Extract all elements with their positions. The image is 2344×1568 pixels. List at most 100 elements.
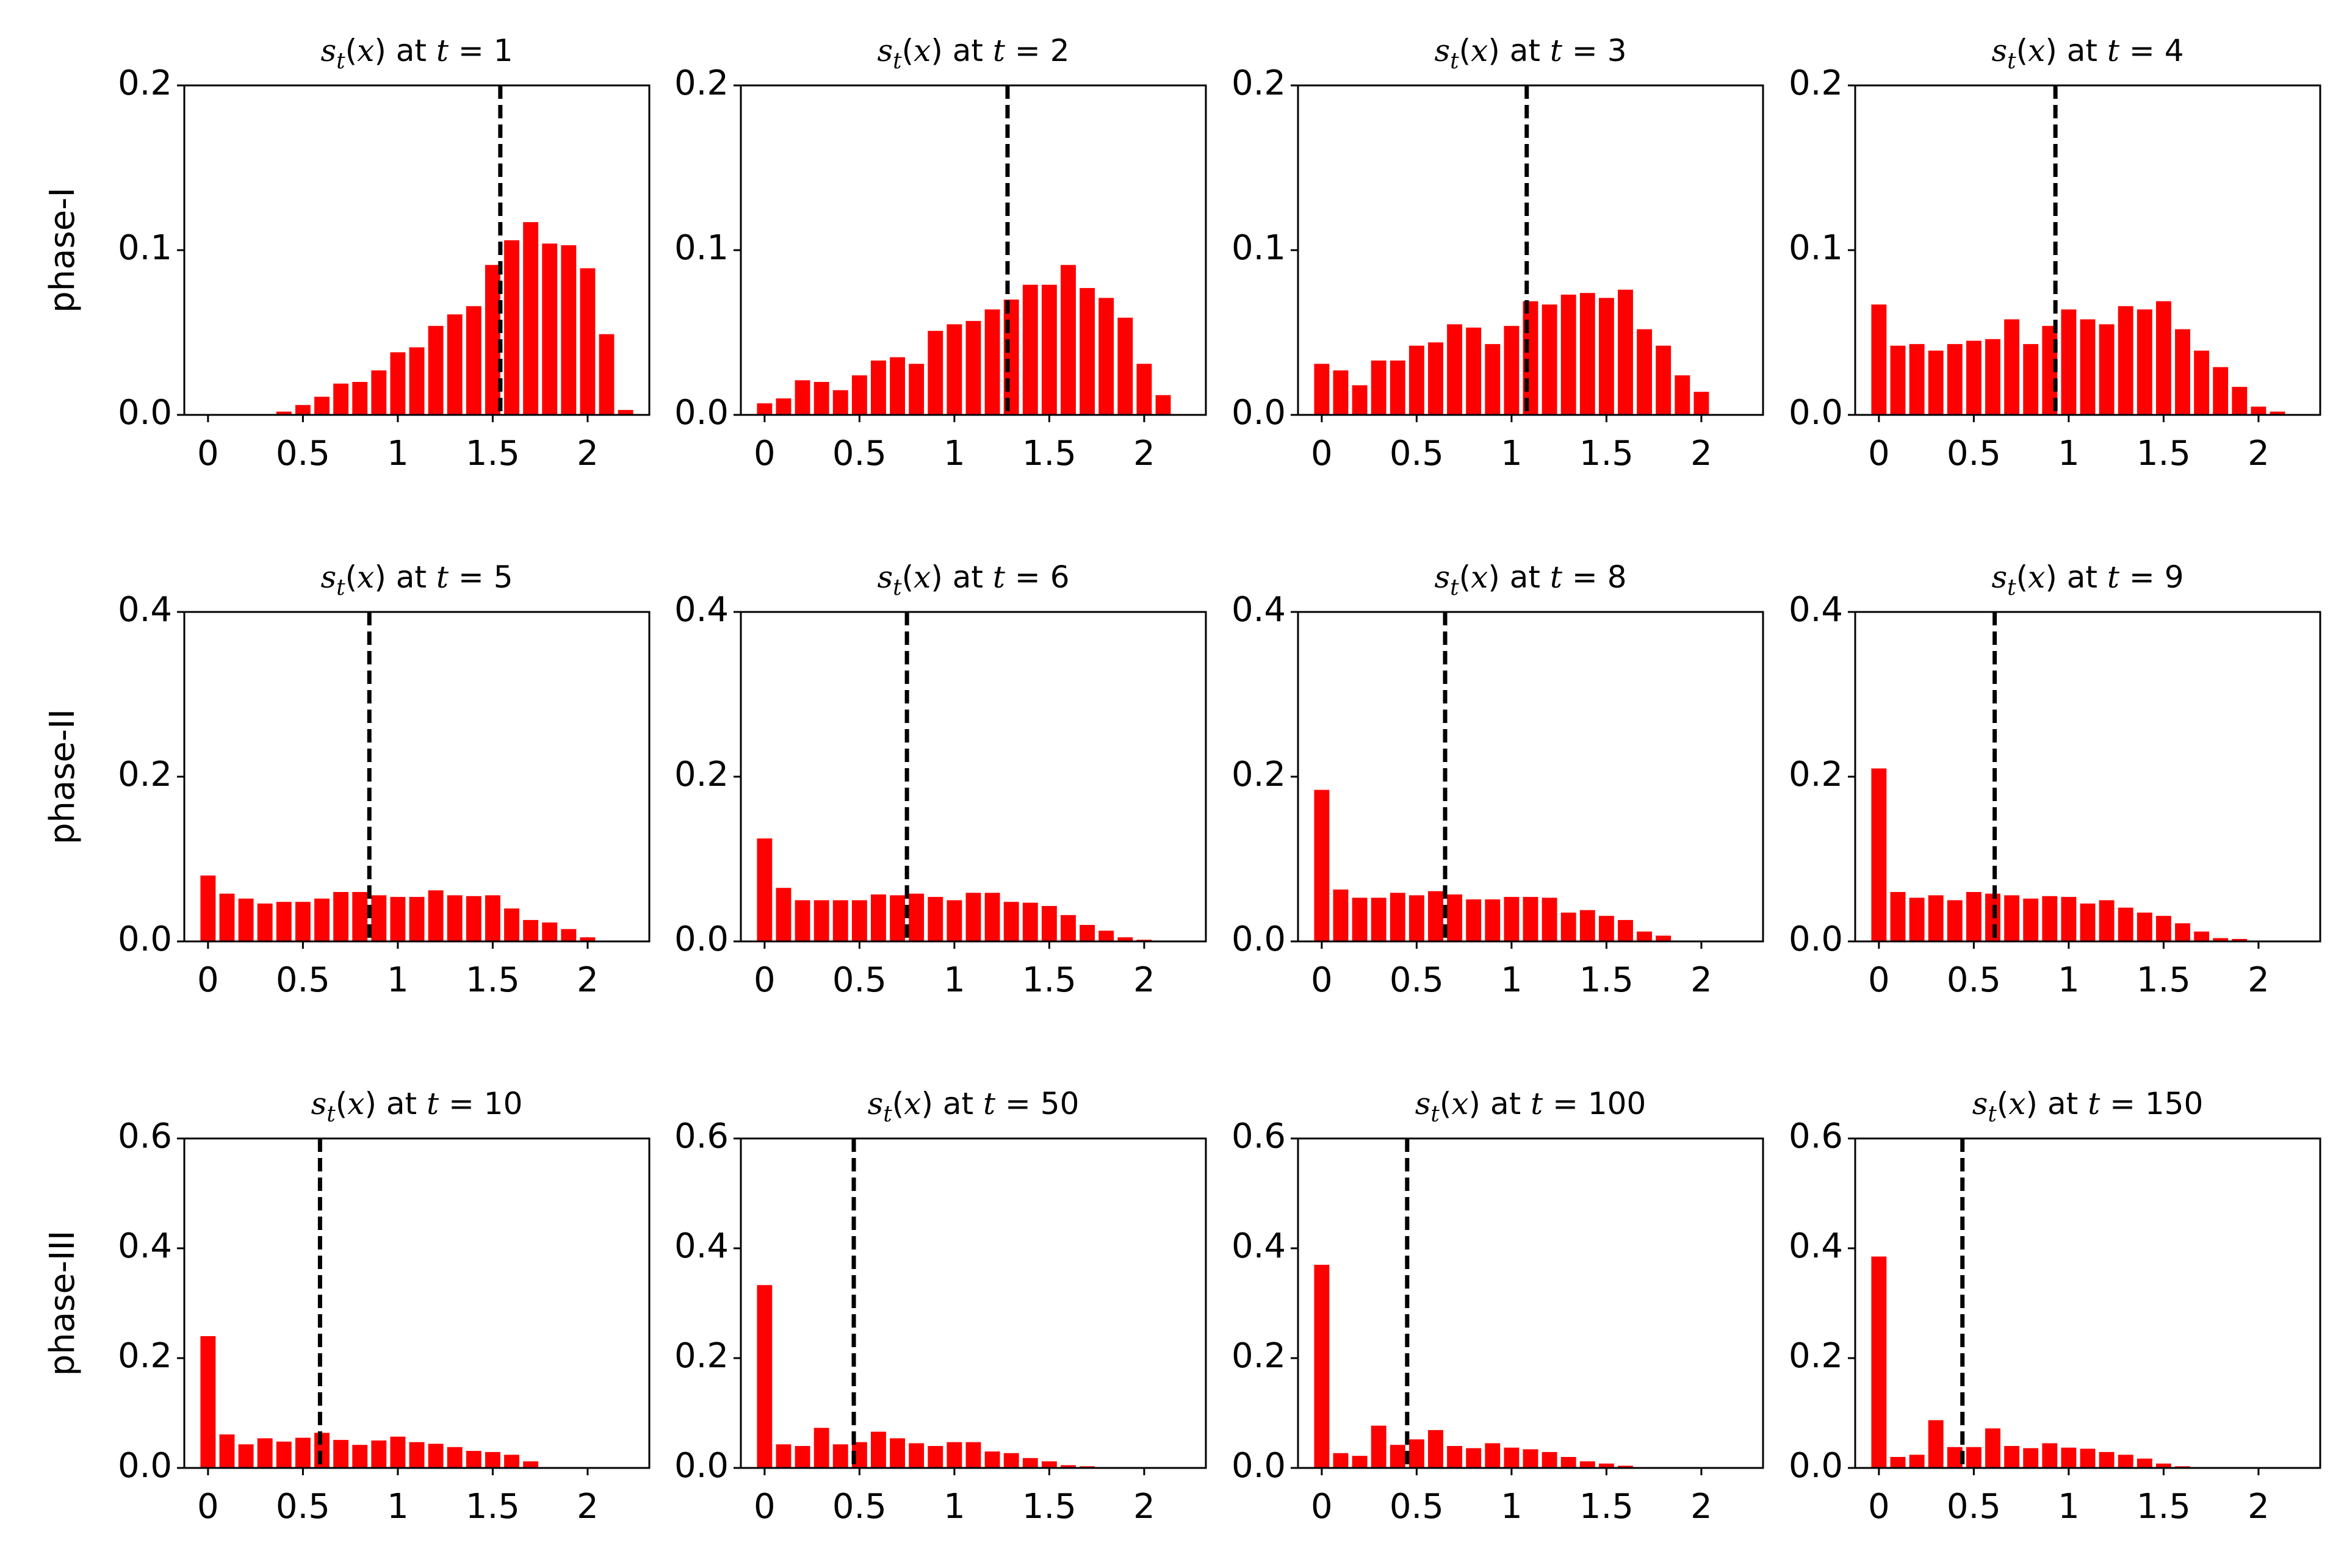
x-tick-label: 0.5 (832, 434, 887, 473)
subplot-title: st(x) at t = 5 (321, 559, 513, 600)
histogram-bar (371, 895, 387, 941)
histogram-bar (580, 268, 596, 415)
histogram-bar (447, 314, 463, 415)
histogram-bar (1447, 324, 1463, 415)
y-tick-label: 0.2 (1232, 63, 1286, 103)
histogram-bar (1117, 937, 1133, 941)
histogram-bar (1333, 889, 1349, 941)
histogram-bar (757, 1285, 773, 1468)
subplot-title: st(x) at t = 4 (1992, 33, 2184, 74)
histogram-bar (371, 1440, 387, 1468)
y-tick-label: 0.6 (674, 1117, 729, 1156)
subplot-title: st(x) at t = 50 (868, 1086, 1080, 1127)
x-tick-label: 0.5 (1390, 960, 1444, 1000)
histogram-bar (890, 1438, 906, 1468)
histogram-bar (1485, 899, 1501, 941)
histogram-bar (2061, 1447, 2077, 1468)
y-tick-label: 0.0 (1232, 1446, 1286, 1486)
y-tick-label: 0.1 (1789, 228, 1843, 268)
y-tick-label: 0.0 (118, 393, 172, 433)
histogram-bar (1598, 916, 1614, 941)
row-label: phase-I (43, 187, 82, 313)
y-tick-label: 0.4 (1232, 1226, 1286, 1266)
x-tick-label: 0.5 (276, 434, 330, 473)
histogram-bar (466, 896, 481, 941)
x-tick-label: 0 (1868, 434, 1890, 473)
subplot: 0.0 0.2 0.4 0 0.5 1 1.5 2 st(x) at t = 6 (674, 559, 1207, 1000)
y-tick-label: 0.4 (118, 590, 172, 630)
y-tick-label: 0.0 (674, 393, 729, 433)
y-tick-label: 0.0 (674, 1446, 729, 1486)
histogram-bar (1003, 902, 1019, 941)
histogram-bar (295, 902, 311, 941)
histogram-bar (428, 326, 444, 415)
histogram-bar (485, 1451, 500, 1468)
subplot: 0.0 0.1 0.2 0 0.5 1 1.5 2 st(x) at t = 3 (1232, 33, 1764, 473)
y-tick-label: 0.4 (1232, 590, 1286, 630)
x-tick-label: 0 (1311, 1487, 1333, 1527)
histogram-bar (947, 900, 962, 941)
histogram-bar (1890, 1457, 1906, 1468)
x-tick-label: 1.5 (1022, 1487, 1076, 1527)
subplot-title-t-value: 9 (2165, 559, 2184, 595)
y-tick-label: 0.0 (118, 919, 172, 959)
x-tick-label: 0 (754, 1487, 776, 1527)
histogram-bar (1428, 342, 1443, 415)
histogram-bar (1909, 897, 1925, 941)
subplot-title-t-value: 6 (1050, 559, 1070, 595)
histogram-bar (1314, 789, 1330, 941)
x-tick-label: 2 (2248, 960, 2270, 1000)
histogram-bar (428, 890, 444, 941)
histogram-bar (1542, 897, 1557, 941)
histogram-bar (1352, 1456, 1368, 1468)
histogram-bar (776, 888, 792, 941)
histogram-bar (1871, 768, 1887, 941)
subplot-title: st(x) at t = 2 (878, 33, 1070, 74)
histogram-bar (580, 937, 596, 941)
x-tick-label: 1.5 (1579, 434, 1634, 473)
y-tick-label: 0.0 (1789, 393, 1843, 433)
histogram-bar (1371, 360, 1387, 415)
histogram-bar (1637, 931, 1653, 941)
histogram-bar (2042, 896, 2058, 941)
y-tick-label: 0.2 (118, 755, 172, 794)
subplot-title-t-value: 5 (494, 559, 513, 595)
y-tick-label: 0.2 (674, 1336, 729, 1376)
histogram-bar (333, 383, 349, 415)
histogram-bar (757, 838, 773, 941)
histogram-bar (776, 1444, 792, 1468)
histogram-bar (200, 1336, 216, 1468)
histogram-bar (1371, 897, 1387, 941)
histogram-bar (2099, 900, 2115, 941)
histogram-bar (1985, 339, 2000, 415)
histogram-bar (1560, 1457, 1576, 1468)
histogram-bar (851, 900, 867, 941)
histogram-bar (257, 1438, 273, 1468)
x-tick-label: 0.5 (832, 1487, 887, 1527)
histogram-bar (1560, 294, 1576, 415)
histogram-bar (2080, 319, 2096, 415)
histogram-bar (1985, 1428, 2000, 1468)
subplot-title-t-value: 4 (2165, 33, 2184, 68)
y-tick-label: 0.1 (1232, 228, 1286, 268)
histogram-bar (2042, 1443, 2058, 1468)
histogram-bar (333, 1440, 349, 1468)
histogram-bar (1117, 317, 1133, 415)
histogram-bar (1947, 1447, 1963, 1468)
histogram-bar (1560, 912, 1576, 941)
histogram-bar (795, 900, 810, 941)
histogram-bar (504, 240, 519, 415)
row-label: phase-III (43, 1231, 82, 1376)
subplot: 0.0 0.2 0.4 0 0.5 1 1.5 2 st(x) at t = 8 (1232, 559, 1764, 1000)
histogram-bar (1061, 915, 1076, 941)
y-tick-label: 0.0 (118, 1446, 172, 1486)
subplot-title: st(x) at t = 6 (878, 559, 1070, 600)
histogram-bar (871, 894, 886, 941)
x-tick-label: 0.5 (1947, 960, 2001, 1000)
x-tick-label: 1 (387, 960, 409, 1000)
histogram-bar (1333, 1453, 1349, 1468)
y-tick-label: 0.2 (1232, 1336, 1286, 1376)
histogram-bar (984, 1451, 1000, 1468)
x-tick-label: 2 (1690, 960, 1712, 1000)
